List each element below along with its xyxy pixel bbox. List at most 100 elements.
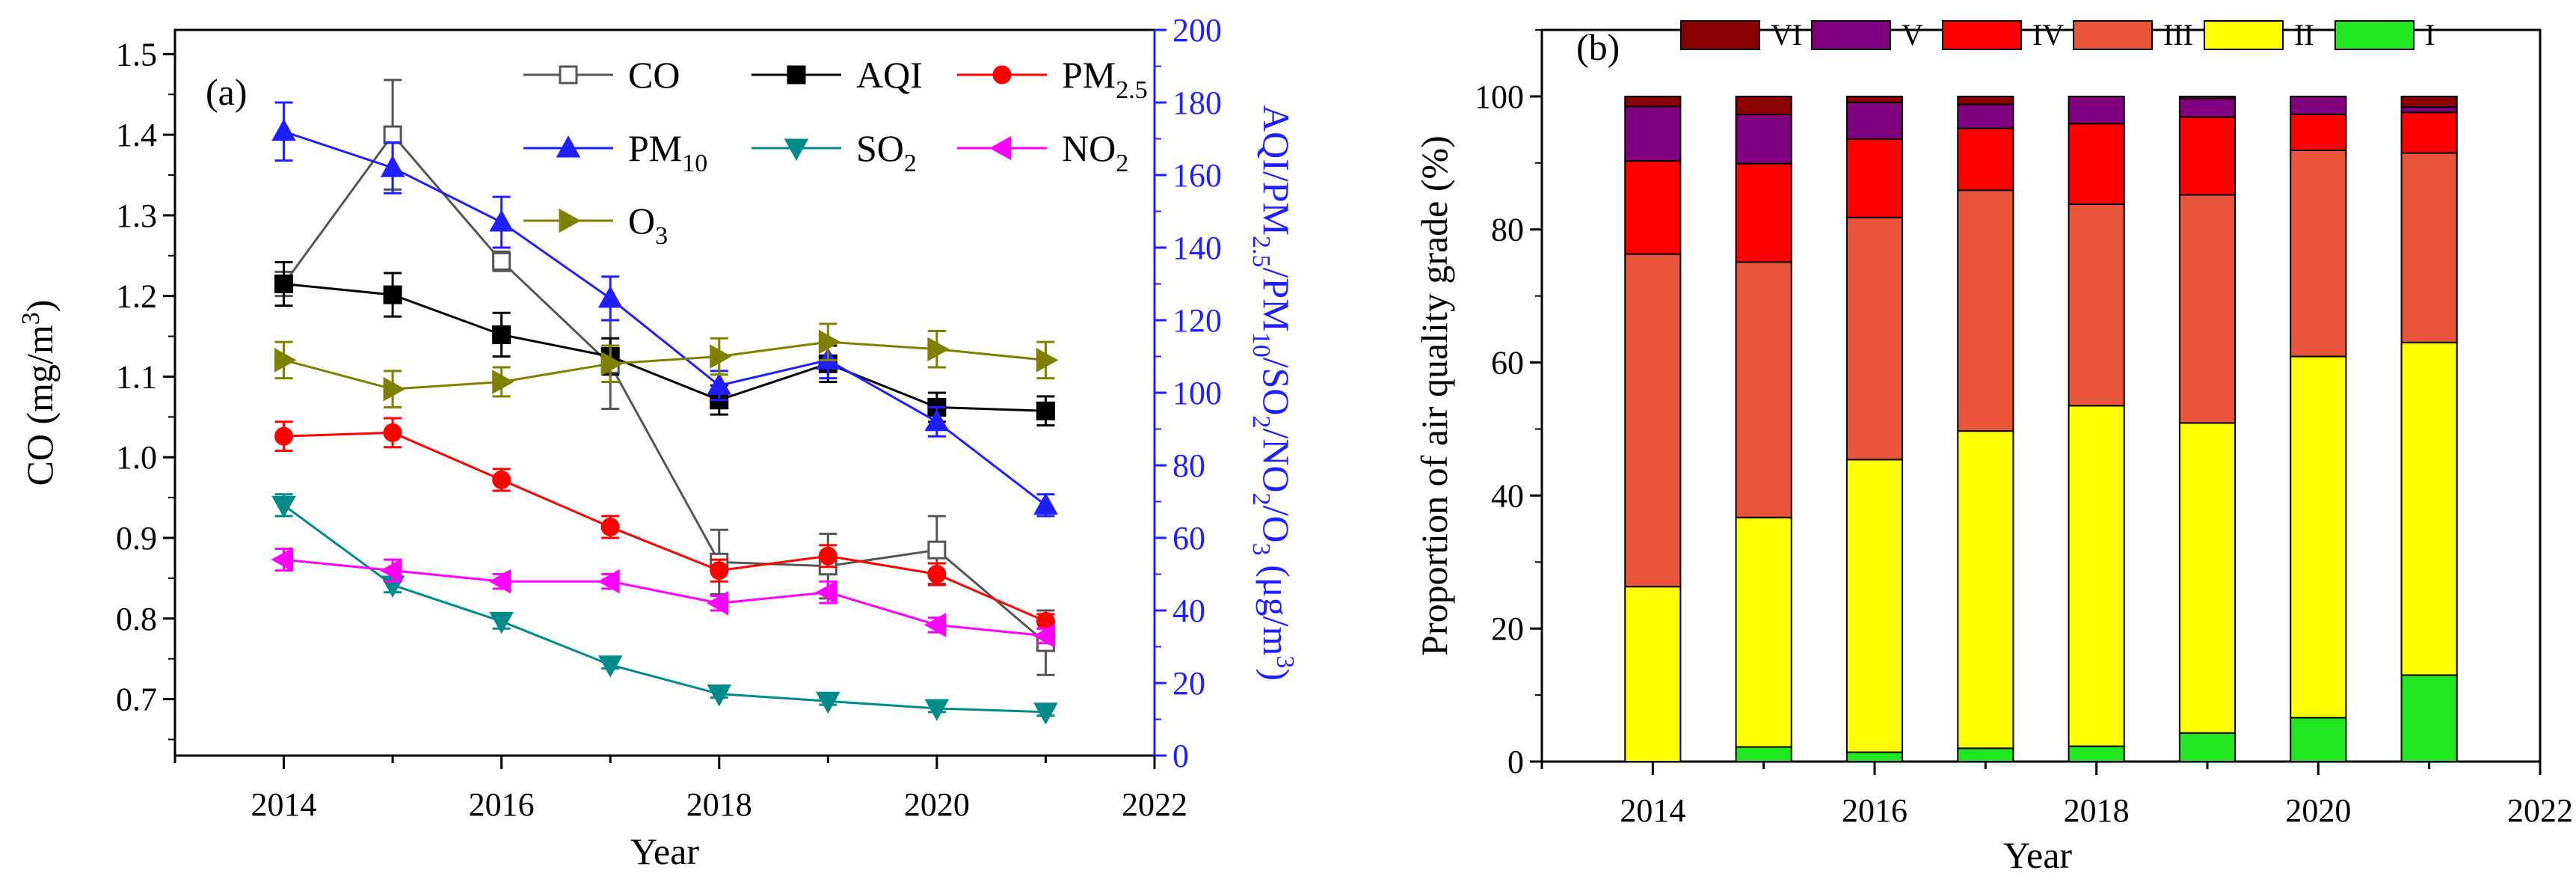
bar-segment-I-2015 [1735, 746, 1792, 763]
panel-a-right-tick-label: 0 [1172, 738, 1189, 774]
bar-segment-V-2015 [1735, 113, 1792, 165]
bar-segment-V-2020 [2290, 95, 2347, 115]
legend-item-V: V [1811, 18, 1923, 52]
data-point-NO2 [488, 569, 511, 594]
bar-segment-VI-2017 [1957, 95, 2014, 105]
panel-a-right-tick-label: 20 [1172, 665, 1205, 702]
data-point-NO2 [924, 613, 947, 637]
right-axis-title-part: 3 [1247, 543, 1275, 556]
data-point-O3 [1036, 348, 1059, 373]
right-axis-title-part: 2.5 [1247, 236, 1275, 268]
legend-label: SO2 [856, 127, 917, 177]
legend-label-main: AQI [856, 54, 923, 96]
series-no2-group [271, 547, 1055, 649]
bar-segment-I-2017 [1957, 747, 2014, 763]
legend-marker [559, 65, 578, 85]
data-point-SO2 [816, 691, 840, 714]
legend-label-main: PM [1062, 54, 1116, 96]
bar-segment-IV-2019 [2178, 116, 2237, 196]
bar-segment-IV-2015 [1735, 162, 1792, 263]
panel-a-left-tick-label: 1.3 [116, 197, 157, 234]
legend-item-II: II [2204, 18, 2314, 52]
panel-a-x-tick-label: 2022 [1122, 786, 1187, 823]
legend-item-IV: IV [1942, 18, 2064, 52]
bar-segment-V-2014 [1624, 105, 1682, 162]
panel-b-y-tick-label: 80 [1491, 212, 1524, 248]
panel-a-right-ticks: 0 20 40 60 80 100 120 140 160 180 200 [1155, 12, 1222, 774]
panel-b-y-tick-label: 20 [1491, 610, 1524, 647]
data-point-PM10 [271, 118, 296, 141]
legend-marker [556, 135, 581, 158]
panel-b-y-tick-label: 0 [1507, 744, 1524, 780]
data-point-PM2.5 [492, 470, 511, 489]
data-point-SO2 [707, 685, 732, 707]
data-point-CO [927, 540, 947, 560]
legend-label-main: NO [1062, 127, 1116, 169]
bar-segment-V-2019 [2178, 97, 2237, 118]
data-point-PM2.5 [274, 426, 294, 446]
data-point-PM10 [924, 408, 950, 432]
legend-marker [787, 65, 806, 85]
bar-segment-III-2016 [1845, 216, 1904, 461]
bar-segment-V-2016 [1845, 101, 1904, 140]
data-point-CO [383, 125, 402, 144]
panel-a-right-axis-title: AQI/PM2.5/PM10/SO2/NO2/O3 (μg/m3) [1247, 105, 1299, 681]
bar-segment-VI-2021 [2400, 95, 2458, 108]
data-point-NO2 [706, 591, 729, 616]
legend-label: O3 [628, 200, 668, 250]
bar-segment-VI-2014 [1624, 95, 1682, 108]
data-point-SO2 [924, 699, 950, 721]
series-line-CO [283, 132, 1047, 644]
bar-segment-V-2021 [2400, 106, 2458, 114]
bar-segment-II-2020 [2290, 355, 2347, 719]
data-point-SO2 [489, 612, 514, 634]
data-point-CO [492, 251, 511, 271]
series-pm25-group [274, 417, 1055, 631]
panel-a-left-tick-label: 0.7 [116, 682, 157, 718]
data-point-SO2 [271, 495, 296, 518]
legend-label: II [2294, 18, 2314, 52]
legend-label: PM10 [628, 127, 707, 177]
panel-b-y-ticks: 0 20 40 60 80 100 [1475, 29, 1542, 780]
panel-a-right-tick-label: 200 [1172, 12, 1222, 49]
legend-marker [989, 135, 1012, 161]
legend-label-main: CO [628, 54, 680, 96]
bar-segment-II-2015 [1735, 516, 1792, 748]
series-line-SO2 [283, 504, 1046, 714]
right-axis-title-part: (μg/m [1255, 556, 1297, 656]
legend-item-VI: VI [1680, 18, 1802, 52]
bar-segment-I-2020 [2290, 717, 2347, 763]
data-point-O3 [274, 348, 297, 373]
right-axis-title-part: /SO [1255, 358, 1297, 416]
legend-swatch [2334, 20, 2414, 50]
series-line-AQI [283, 283, 1046, 412]
legend-label: IV [2032, 18, 2064, 52]
legend-item-CO: CO [523, 54, 680, 96]
panel-a-left-tick-label: 0.8 [116, 601, 157, 637]
bar-segment-III-2020 [2290, 149, 2347, 358]
series-so2-group [271, 493, 1058, 725]
data-point-PM10 [1033, 492, 1058, 515]
series-line-PM10 [283, 130, 1047, 506]
series-o3-group [274, 322, 1059, 408]
right-axis-title-part: AQI/PM [1255, 105, 1297, 236]
panel-a-label: (a) [206, 71, 248, 113]
panel-b-x-ticks: 2014 2016 2018 2020 2022 [1540, 762, 2573, 829]
data-point-PM10 [489, 209, 514, 232]
bar-segment-IV-2020 [2290, 113, 2347, 151]
legend-label-main: PM [628, 127, 682, 169]
panel-a-right-tick-label: 120 [1172, 302, 1222, 339]
series-pm10-group [271, 101, 1058, 518]
legend-item-NO2: NO2 [957, 127, 1128, 177]
panel-b-chart: (b) Year Proportion of air quality grade… [1413, 18, 2573, 876]
data-point-O3 [383, 376, 405, 402]
bar-segment-III-2015 [1735, 261, 1792, 518]
bar-segment-III-2014 [1624, 253, 1682, 588]
data-point-NO2 [1033, 623, 1055, 649]
data-point-AQI [383, 285, 402, 304]
right-axis-title-part: /PM [1255, 268, 1297, 332]
panel-b-y-axis-title: Proportion of air quality grade (%) [1413, 135, 1455, 656]
panel-a-x-axis-title: Year [630, 830, 699, 872]
bar-segment-III-2021 [2400, 152, 2458, 343]
